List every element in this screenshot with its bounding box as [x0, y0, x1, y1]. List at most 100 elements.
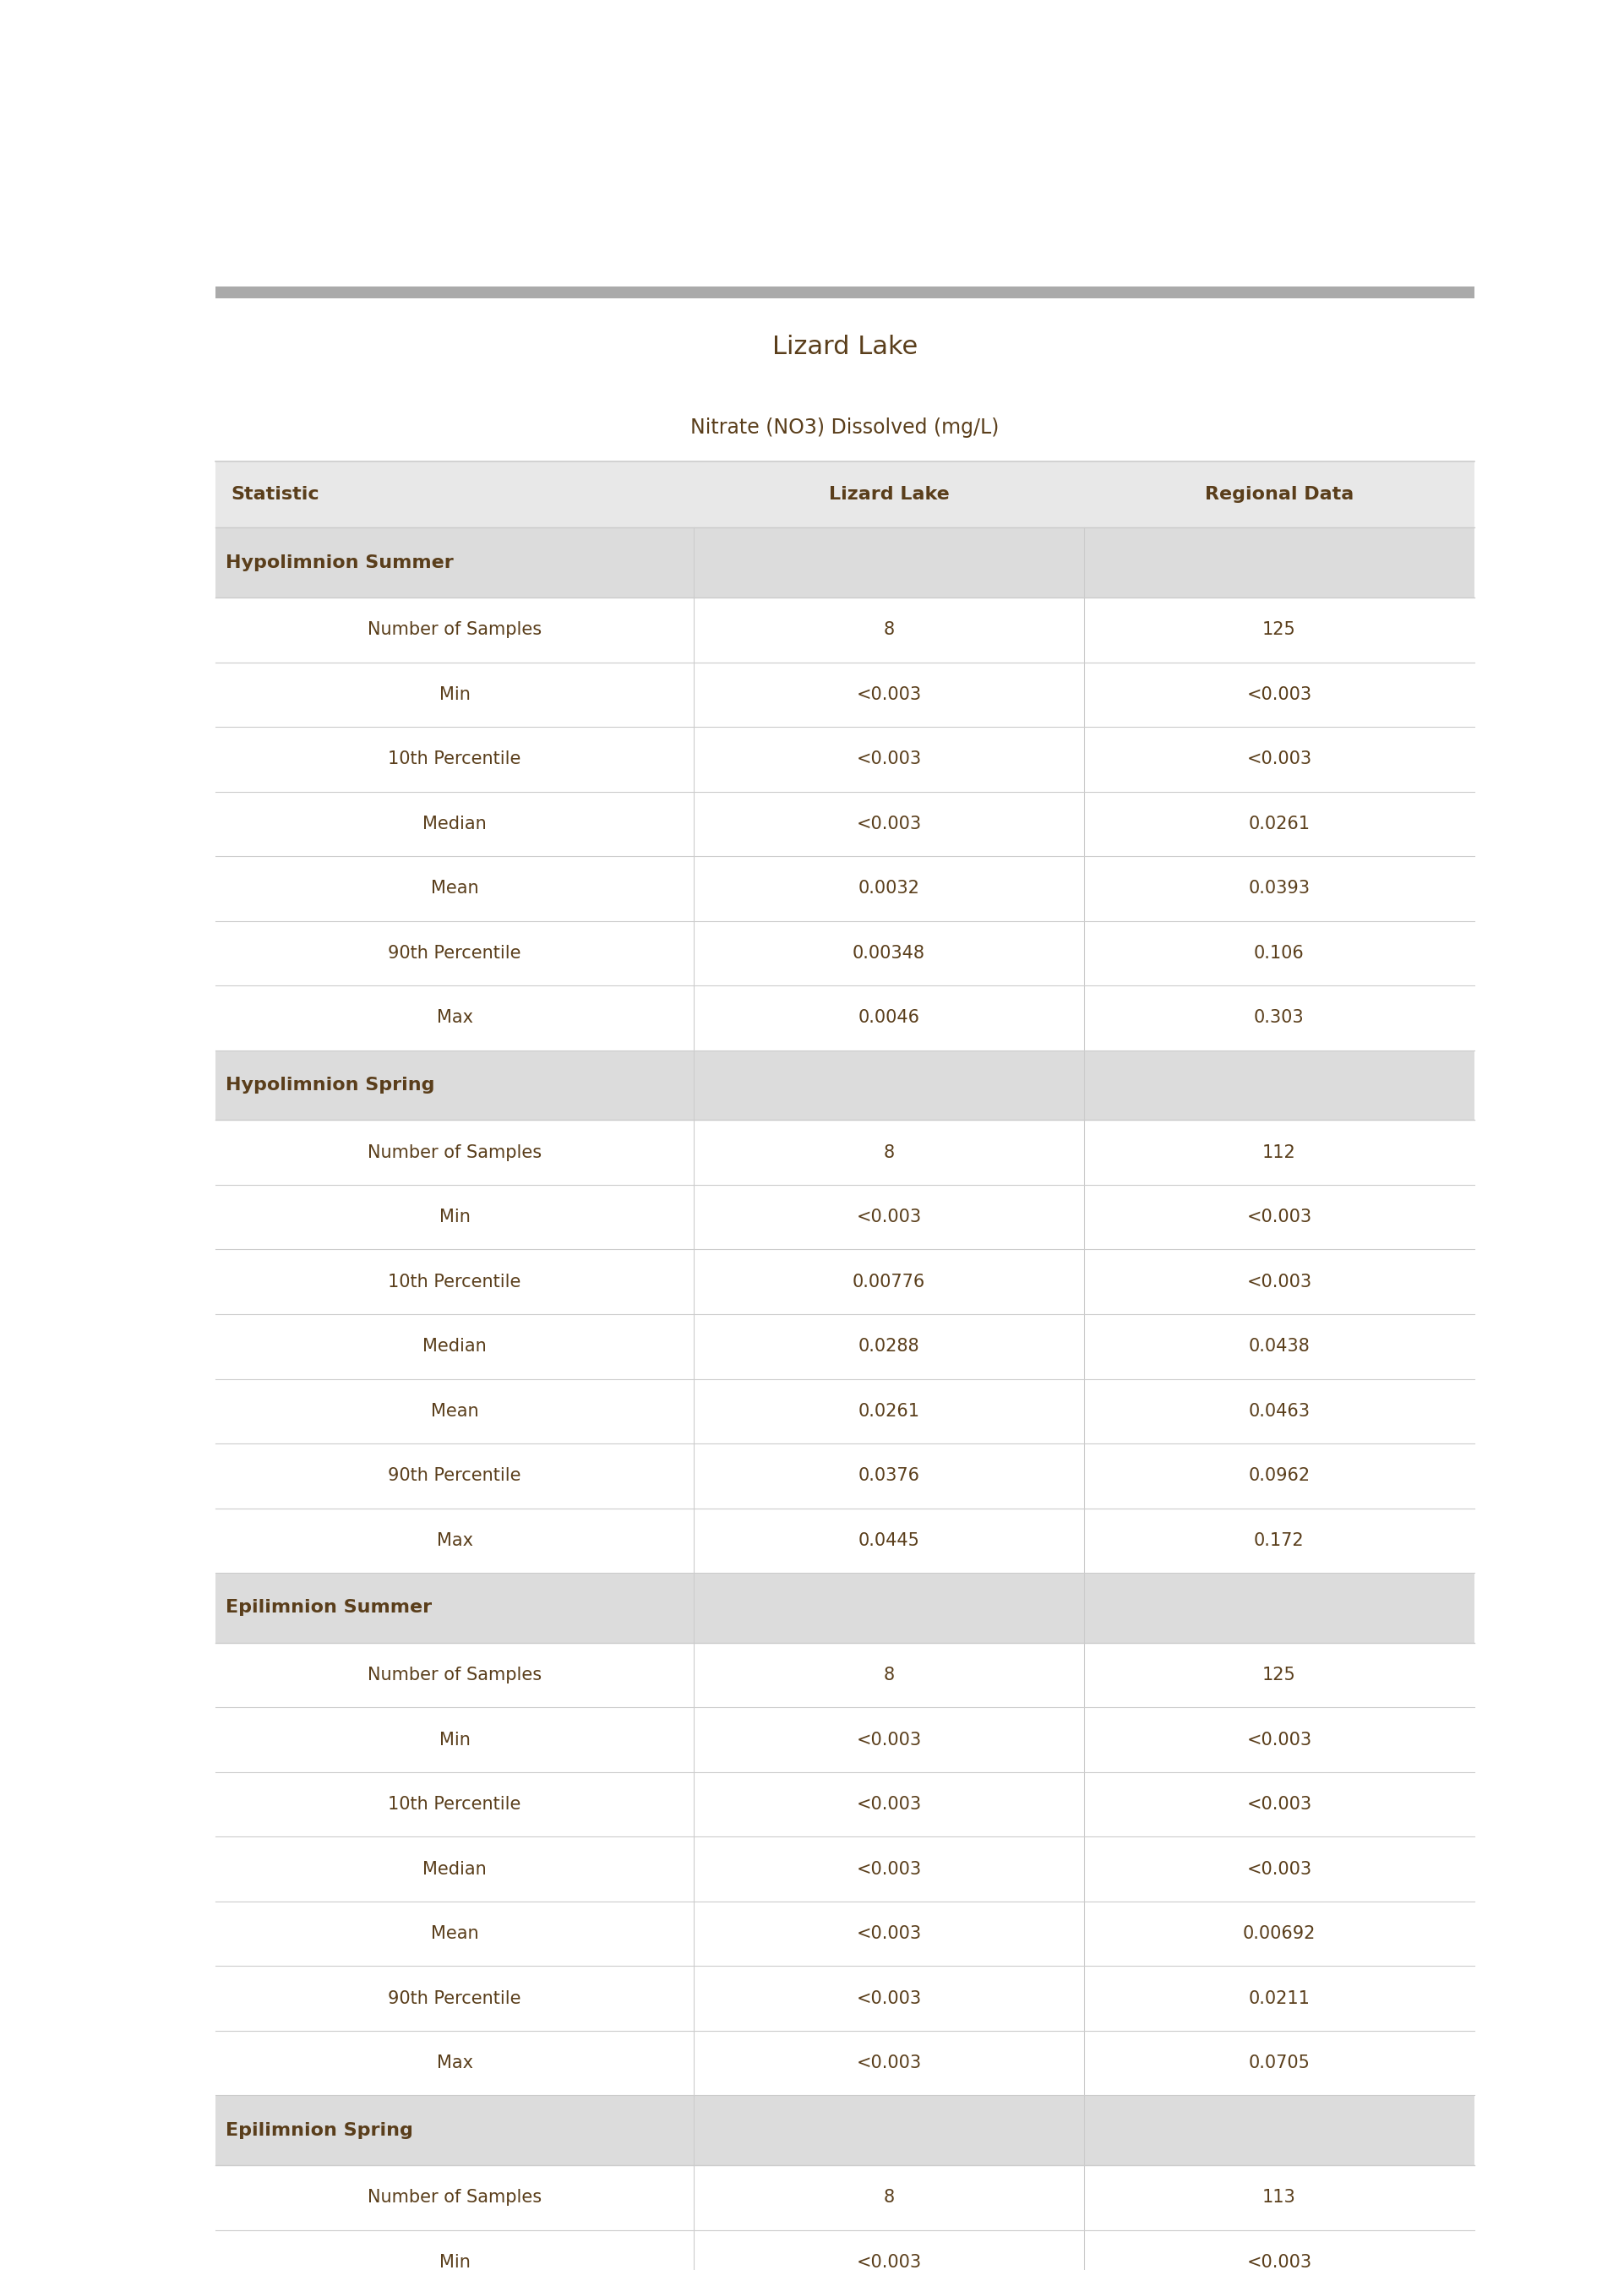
Bar [216, 1773, 1475, 1836]
Bar [216, 726, 1475, 792]
Bar [216, 527, 1475, 597]
Text: <0.003: <0.003 [1247, 1273, 1312, 1289]
Text: Epilimnion Summer: Epilimnion Summer [226, 1600, 432, 1616]
Text: 90th Percentile: 90th Percentile [388, 1466, 521, 1485]
Text: Number of Samples: Number of Samples [367, 1666, 542, 1684]
Text: 0.0211: 0.0211 [1249, 1991, 1311, 2007]
Text: Mean: Mean [430, 881, 479, 897]
Text: Max: Max [437, 2054, 473, 2073]
Bar [216, 663, 1475, 726]
Text: 0.0463: 0.0463 [1249, 1403, 1311, 1419]
Bar [216, 1378, 1475, 1444]
Bar [216, 1573, 1475, 1643]
Text: 90th Percentile: 90th Percentile [388, 944, 521, 962]
Bar [216, 922, 1475, 985]
Bar [216, 1051, 1475, 1119]
Text: Min: Min [438, 2254, 471, 2270]
Text: 10th Percentile: 10th Percentile [388, 751, 521, 767]
Text: Regional Data: Regional Data [1205, 486, 1353, 504]
Text: <0.003: <0.003 [856, 686, 921, 704]
Text: 10th Percentile: 10th Percentile [388, 1796, 521, 1814]
Text: <0.003: <0.003 [856, 1208, 921, 1226]
Text: 0.0032: 0.0032 [857, 881, 919, 897]
Text: 8: 8 [883, 1144, 895, 1160]
Bar [216, 1444, 1475, 1507]
Text: <0.003: <0.003 [1247, 1208, 1312, 1226]
Text: 0.303: 0.303 [1254, 1010, 1304, 1026]
Text: Number of Samples: Number of Samples [367, 622, 542, 638]
Text: 113: 113 [1262, 2188, 1296, 2206]
Text: <0.003: <0.003 [1247, 1861, 1312, 1877]
Bar [216, 856, 1475, 922]
Text: Mean: Mean [430, 1403, 479, 1419]
Text: 0.0376: 0.0376 [857, 1466, 919, 1485]
Text: <0.003: <0.003 [1247, 1796, 1312, 1814]
Text: 0.172: 0.172 [1254, 1532, 1304, 1548]
Text: 0.00692: 0.00692 [1242, 1925, 1315, 1943]
Bar [216, 2229, 1475, 2270]
Text: <0.003: <0.003 [1247, 686, 1312, 704]
Text: 0.0046: 0.0046 [857, 1010, 919, 1026]
Bar [216, 1185, 1475, 1249]
Text: Max: Max [437, 1010, 473, 1026]
Text: 0.0962: 0.0962 [1249, 1466, 1311, 1485]
Text: Hypolimnion Spring: Hypolimnion Spring [226, 1076, 435, 1094]
Text: <0.003: <0.003 [1247, 751, 1312, 767]
Text: <0.003: <0.003 [1247, 2254, 1312, 2270]
Bar [216, 2166, 1475, 2229]
Text: Mean: Mean [430, 1925, 479, 1943]
Bar [216, 597, 1475, 663]
Text: 0.0261: 0.0261 [857, 1403, 919, 1419]
Text: Min: Min [438, 1208, 471, 1226]
Text: 0.0393: 0.0393 [1249, 881, 1311, 897]
Bar [216, 2032, 1475, 2095]
Text: 0.00776: 0.00776 [853, 1273, 926, 1289]
Bar [216, 1836, 1475, 1902]
Text: 10th Percentile: 10th Percentile [388, 1273, 521, 1289]
Text: Min: Min [438, 686, 471, 704]
Text: 125: 125 [1262, 622, 1296, 638]
Text: Number of Samples: Number of Samples [367, 1144, 542, 1160]
Text: 90th Percentile: 90th Percentile [388, 1991, 521, 2007]
Bar [216, 792, 1475, 856]
Text: 0.0705: 0.0705 [1249, 2054, 1311, 2073]
Text: Median: Median [422, 815, 487, 833]
Text: 0.00348: 0.00348 [853, 944, 926, 962]
Text: <0.003: <0.003 [856, 2054, 921, 2073]
Text: <0.003: <0.003 [856, 1732, 921, 1748]
Bar [216, 1314, 1475, 1378]
Text: Hypolimnion Summer: Hypolimnion Summer [226, 554, 453, 572]
Bar [216, 1249, 1475, 1314]
Text: Lizard Lake: Lizard Lake [771, 334, 918, 359]
Text: 0.0438: 0.0438 [1249, 1337, 1311, 1355]
Text: Median: Median [422, 1861, 487, 1877]
Bar [216, 286, 1475, 300]
Bar [216, 1966, 1475, 2032]
Bar [216, 461, 1475, 527]
Text: <0.003: <0.003 [856, 1991, 921, 2007]
Text: Median: Median [422, 1337, 487, 1355]
Text: Nitrate (NO3) Dissolved (mg/L): Nitrate (NO3) Dissolved (mg/L) [690, 418, 999, 438]
Text: <0.003: <0.003 [856, 2254, 921, 2270]
Text: 0.106: 0.106 [1254, 944, 1304, 962]
Bar [216, 1643, 1475, 1707]
Text: 8: 8 [883, 2188, 895, 2206]
Text: <0.003: <0.003 [856, 1796, 921, 1814]
Text: Max: Max [437, 1532, 473, 1548]
Text: 112: 112 [1262, 1144, 1296, 1160]
Text: Epilimnion Spring: Epilimnion Spring [226, 2122, 412, 2138]
Text: <0.003: <0.003 [856, 815, 921, 833]
Text: Lizard Lake: Lizard Lake [828, 486, 950, 504]
Bar [216, 1507, 1475, 1573]
Text: Min: Min [438, 1732, 471, 1748]
Text: 0.0445: 0.0445 [857, 1532, 919, 1548]
Bar [216, 1902, 1475, 1966]
Bar [216, 985, 1475, 1051]
Text: 0.0288: 0.0288 [857, 1337, 919, 1355]
Text: Statistic: Statistic [231, 486, 318, 504]
Bar [216, 1707, 1475, 1773]
Text: 125: 125 [1262, 1666, 1296, 1684]
Text: 0.0261: 0.0261 [1249, 815, 1311, 833]
Text: 8: 8 [883, 622, 895, 638]
Text: 8: 8 [883, 1666, 895, 1684]
